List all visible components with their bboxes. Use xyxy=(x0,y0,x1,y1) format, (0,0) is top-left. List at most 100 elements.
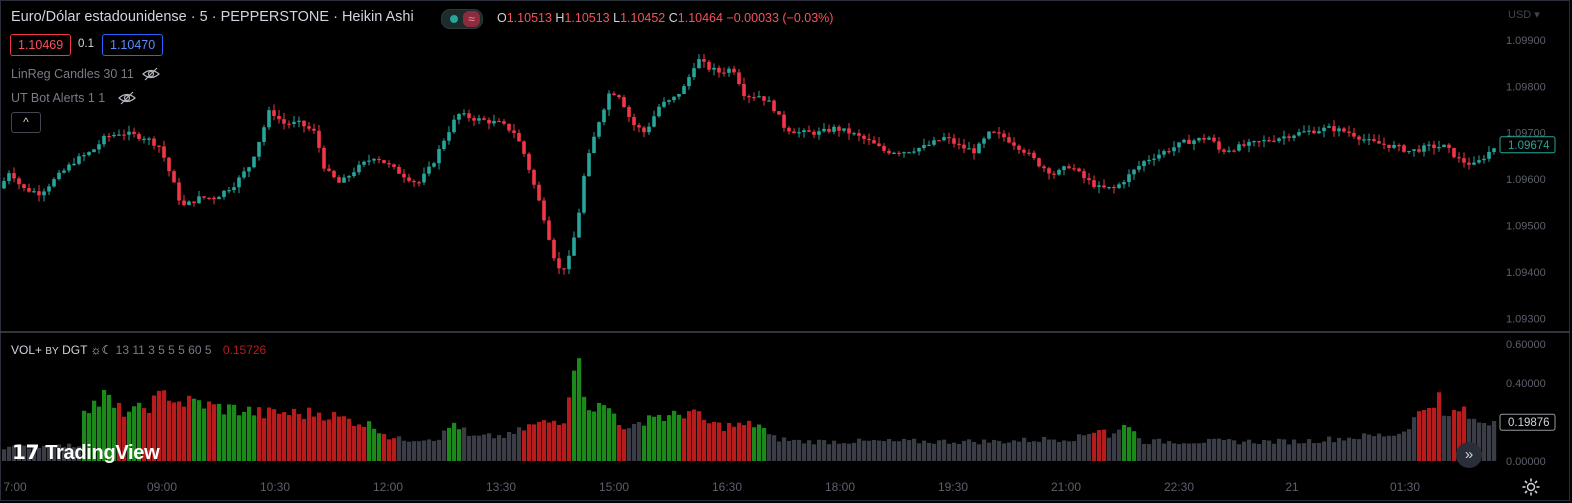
tradingview-logo[interactable]: 𝟭𝟳 TradingView xyxy=(12,440,160,465)
volume-bar xyxy=(562,423,567,461)
candle-body xyxy=(357,164,361,173)
candle-body xyxy=(627,107,631,117)
candle-body xyxy=(282,119,286,124)
time-tick-label: 09:00 xyxy=(147,480,177,494)
candle-body xyxy=(412,180,416,183)
volume-bar xyxy=(707,423,712,461)
candle-body xyxy=(592,136,596,154)
candle-body xyxy=(837,126,841,131)
volume-bar xyxy=(162,390,167,461)
volume-bar xyxy=(177,401,182,461)
candle-body xyxy=(577,212,581,238)
candle-body xyxy=(1247,141,1251,146)
volume-bar xyxy=(467,435,472,461)
chevron-up-icon: ^ xyxy=(23,115,29,129)
candle-body xyxy=(687,77,691,87)
buy-button[interactable]: 1.10470 xyxy=(102,34,164,56)
candle-body xyxy=(157,145,161,147)
scroll-to-realtime-button[interactable]: » xyxy=(1456,442,1482,468)
volume-bar xyxy=(432,440,437,461)
candle-body xyxy=(1117,184,1121,188)
volume-bar xyxy=(197,400,202,461)
volume-bar xyxy=(392,438,397,461)
status-badge[interactable]: ≈ xyxy=(441,9,483,29)
volume-bar xyxy=(327,419,332,461)
candle-body xyxy=(797,132,801,134)
volume-bar xyxy=(1442,415,1447,461)
candle-body xyxy=(552,239,556,259)
volume-bar xyxy=(282,412,287,461)
volume-bar xyxy=(1307,439,1312,461)
candle-body xyxy=(957,143,961,145)
candle-body xyxy=(102,135,106,145)
candle-body xyxy=(202,196,206,198)
hidden-eye-icon[interactable] xyxy=(118,91,136,105)
candle-body xyxy=(187,201,191,206)
time-tick-label: 01:30 xyxy=(1390,480,1420,494)
volume-bar xyxy=(1282,439,1287,461)
volume-bar xyxy=(837,443,842,461)
close-label: C xyxy=(668,11,678,25)
candle-body xyxy=(682,86,686,94)
volume-indicator-name: VOL+ xyxy=(11,343,43,357)
candle-body xyxy=(1462,158,1466,163)
candle-body xyxy=(1107,186,1111,189)
hidden-eye-icon[interactable] xyxy=(142,67,160,81)
volume-bar xyxy=(142,408,147,461)
candle-body xyxy=(602,109,606,123)
candle-body xyxy=(462,113,466,115)
ohlc-legend: O1.10513 H1.10513 L1.10452 C1.10464 −0.0… xyxy=(497,11,833,25)
volume-bar xyxy=(1107,437,1112,461)
volume-bar xyxy=(807,440,812,461)
candle-body xyxy=(502,121,506,124)
candle-body xyxy=(1397,144,1401,147)
candle-body xyxy=(142,138,146,140)
volume-bar xyxy=(1062,440,1067,461)
candle-body xyxy=(307,126,311,129)
volume-bar xyxy=(252,415,257,461)
volume-bars xyxy=(2,358,1497,461)
candle-body xyxy=(1337,128,1341,132)
candles xyxy=(2,53,1496,275)
volume-bar xyxy=(847,443,852,461)
sell-button[interactable]: 1.10469 xyxy=(10,34,72,56)
candle-body xyxy=(772,100,776,112)
volume-bar xyxy=(127,411,132,461)
candle-body xyxy=(882,145,886,151)
volume-bar xyxy=(367,421,372,461)
candle-body xyxy=(22,184,26,189)
candle-body xyxy=(1227,150,1231,152)
candle-body xyxy=(1487,151,1491,159)
symbol-title[interactable]: Euro/Dólar estadounidense · 5 · PEPPERST… xyxy=(11,9,414,25)
candle-body xyxy=(1467,162,1471,165)
volume-bar xyxy=(132,406,137,461)
indicator-utbot[interactable]: UT Bot Alerts 1 1 xyxy=(11,91,105,105)
volume-bar xyxy=(832,440,837,461)
volume-bar xyxy=(917,443,922,461)
volume-bar xyxy=(672,410,677,461)
candle-body xyxy=(572,237,576,256)
volume-bar xyxy=(957,444,962,461)
volume-bar xyxy=(1362,433,1367,461)
volume-value: 0.15726 xyxy=(222,343,267,357)
volume-legend[interactable]: VOL+ BY DGT ☼☾ 13 11 3 5 5 5 60 5 0.1572… xyxy=(11,343,266,357)
indicator-linreg[interactable]: LinReg Candles 30 11 xyxy=(11,67,134,81)
candle-body xyxy=(362,161,366,165)
volume-bar xyxy=(802,443,807,461)
volume-bar xyxy=(1102,429,1107,461)
volume-bar xyxy=(457,429,462,461)
volume-bar xyxy=(52,447,57,461)
candle-body xyxy=(582,176,586,213)
candle-body xyxy=(567,255,571,270)
gear-icon[interactable] xyxy=(1521,477,1541,497)
volume-bar xyxy=(542,420,547,461)
high-value: 1.10513 xyxy=(564,11,610,25)
candle-body xyxy=(1362,139,1366,141)
volume-bar xyxy=(982,439,987,461)
candle-body xyxy=(72,163,76,166)
time-axis: 7:00 09:00 10:30 12:00 13:30 15:00 16:30 18:00 1… xyxy=(3,480,1420,494)
volume-bar xyxy=(617,425,622,461)
collapse-legend-button[interactable]: ^ xyxy=(11,112,41,133)
volume-bar xyxy=(727,423,732,461)
